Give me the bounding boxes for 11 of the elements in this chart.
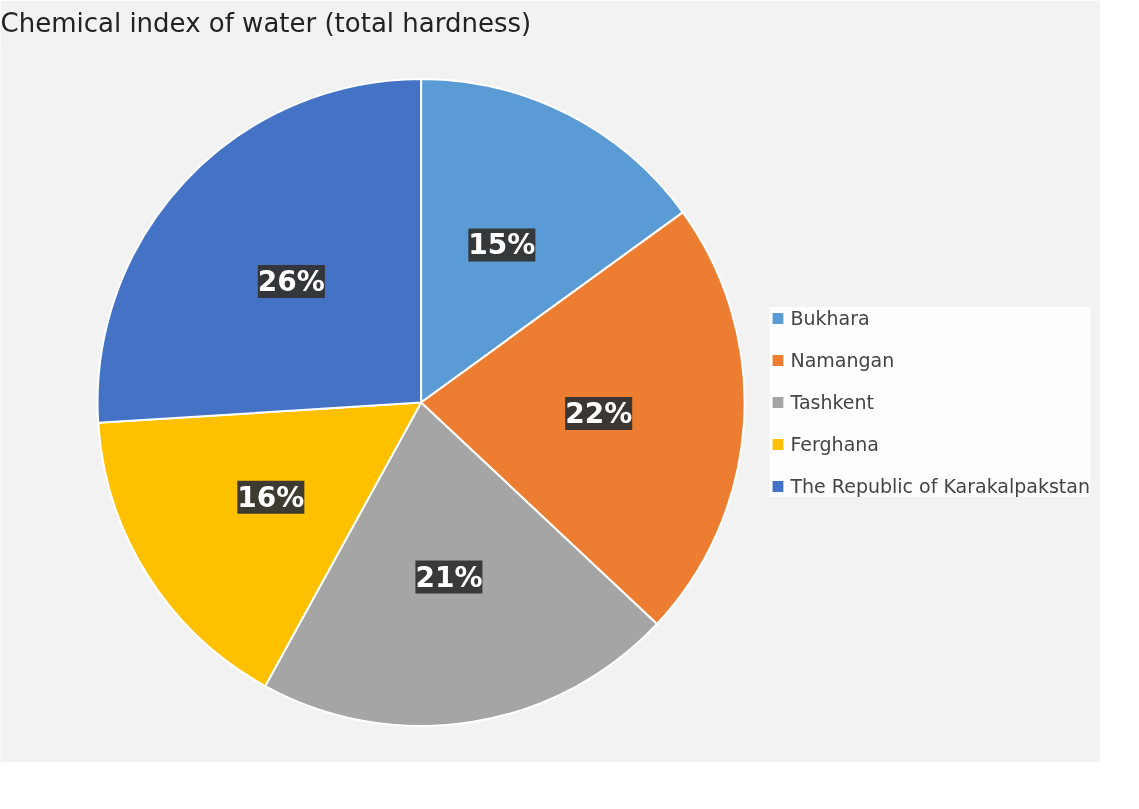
chart-title: Chemical index of water (total hardness) <box>0 7 532 38</box>
data-label: 21% <box>415 560 483 594</box>
legend-label: Tashkent <box>790 391 875 413</box>
data-label: 15% <box>468 228 536 262</box>
legend-label: Namangan <box>790 349 895 371</box>
legend-label: Ferghana <box>790 433 879 455</box>
data-label: 16% <box>237 480 305 514</box>
data-label: 22% <box>565 397 633 431</box>
data-label: 26% <box>257 264 325 298</box>
legend-label: The Republic of Karakalpakstan <box>790 475 1090 497</box>
legend-label: Bukhara <box>790 307 870 329</box>
